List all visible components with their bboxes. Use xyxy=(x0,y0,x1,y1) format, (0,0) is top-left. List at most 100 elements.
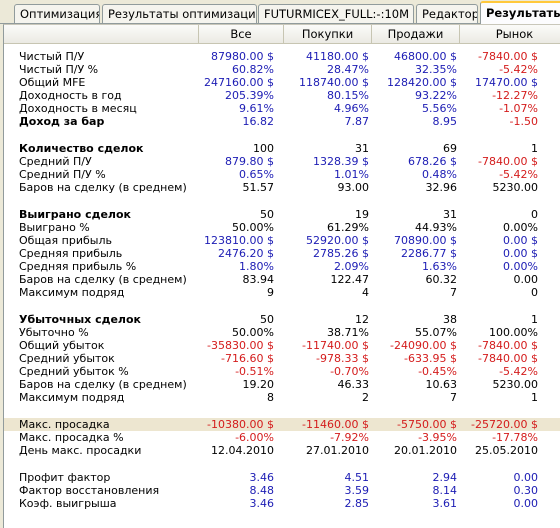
table-row: Чистый П/У 87980.00 $ 41180.00 $ 46800.00 $… xyxy=(4,50,560,63)
cell-value: 51.57 xyxy=(242,181,275,194)
cell-value: -0.70% xyxy=(330,365,369,378)
cell-value: -7.92% xyxy=(330,431,369,444)
cell-value: -7840.00 $ xyxy=(478,155,538,168)
cell-value: 678.26 $ xyxy=(408,155,457,168)
cell-value: 0.30 xyxy=(513,484,539,497)
cell-value: 1328.39 $ xyxy=(313,155,369,168)
cell-value: 5230.00 xyxy=(492,378,539,391)
cell-value: 4.96% xyxy=(334,102,369,115)
row-label: Выиграно % xyxy=(19,221,90,234)
cell-value: 50 xyxy=(260,313,274,326)
row-label: Средняя прибыль % xyxy=(19,260,137,273)
table-row: Средняя прибыль 2476.20 $ 2785.26 $ 2286.77… xyxy=(4,247,560,260)
cell-value: 31 xyxy=(443,208,457,221)
row-label: Доходность в год xyxy=(19,89,122,102)
column-header-market[interactable]: Рынок xyxy=(460,25,560,44)
cell-value: 4.51 xyxy=(344,471,370,484)
row-label: Выиграно сделок xyxy=(19,208,132,221)
cell-value: -1.50 xyxy=(509,115,538,128)
row-label: Баров на сделку (в среднем) xyxy=(19,273,187,286)
row-label: Максимум подряд xyxy=(19,391,125,404)
cell-value: -1.07% xyxy=(499,102,538,115)
tab-2[interactable]: Результаты оптимизации xyxy=(102,4,257,23)
cell-value: 5.56% xyxy=(422,102,457,115)
row-label: Баров на сделку (в среднем) xyxy=(19,378,187,391)
cell-value: 8.14 xyxy=(432,484,458,497)
cell-value: 128420.00 $ xyxy=(387,76,457,89)
cell-value: 46.33 xyxy=(337,378,370,391)
table-row: Выиграно сделок 50 19 31 0 xyxy=(4,208,560,221)
cell-value: 2.94 xyxy=(432,471,458,484)
cell-value: 205.39% xyxy=(225,89,274,102)
cell-value: 0.48% xyxy=(422,168,457,181)
cell-value: -0.51% xyxy=(235,365,274,378)
cell-value: 7 xyxy=(450,286,457,299)
table-row: Убыточно % 50.00% 38.71% 55.07% 100.00% xyxy=(4,326,560,339)
column-header-buys[interactable]: Покупки xyxy=(284,25,372,44)
table-row: Доход за бар 16.82 7.87 8.95 -1.50 xyxy=(4,115,560,128)
row-label: Максимум подряд xyxy=(19,286,125,299)
column-header-sells[interactable]: Продажи xyxy=(372,25,460,44)
cell-value: -5750.00 $ xyxy=(397,418,457,431)
cell-value: 55.07% xyxy=(415,326,457,339)
row-label: Доходность в месяц xyxy=(19,102,137,115)
cell-value: 19 xyxy=(355,208,369,221)
cell-value: 9 xyxy=(267,286,274,299)
cell-value: 12.04.2010 xyxy=(211,444,274,457)
cell-value: 100 xyxy=(253,142,274,155)
cell-value: 50.00% xyxy=(232,221,274,234)
cell-value: -11740.00 $ xyxy=(302,339,369,352)
table-row: Средний П/У 879.80 $ 1328.39 $ 678.26 $ -784… xyxy=(4,155,560,168)
cell-value: -7840.00 $ xyxy=(478,339,538,352)
tab-1[interactable]: Оптимизация xyxy=(14,4,100,23)
cell-value: 4 xyxy=(362,286,369,299)
table-row: Доходность в месяц 9.61% 4.96% 5.56% -1.07% xyxy=(4,102,560,115)
column-header-all[interactable]: Все xyxy=(199,25,284,44)
cell-value: 7.87 xyxy=(344,115,370,128)
table-row: Доходность в год 205.39% 80.15% 93.22% -12.2… xyxy=(4,89,560,102)
cell-value: 2476.20 $ xyxy=(218,247,274,260)
cell-value: 46800.00 $ xyxy=(394,50,457,63)
row-label: Коэф. выигрыша xyxy=(19,497,117,510)
table-row: Профит фактор 3.46 4.51 2.94 0.00 xyxy=(4,471,560,484)
cell-value: -10380.00 $ xyxy=(207,418,274,431)
cell-value: 7 xyxy=(450,391,457,404)
table-row: Средний убыток -716.60 $ -978.33 $ -633.95 … xyxy=(4,352,560,365)
table-row: Общий MFE 247160.00 $ 118740.00 $ 128420.00… xyxy=(4,76,560,89)
cell-value: 32.96 xyxy=(425,181,458,194)
cell-value: 2 xyxy=(362,391,369,404)
cell-value: 247160.00 $ xyxy=(204,76,274,89)
cell-value: 0.00% xyxy=(503,221,538,234)
cell-value: -5.42% xyxy=(499,168,538,181)
cell-value: 3.46 xyxy=(249,471,275,484)
cell-value: 1.01% xyxy=(334,168,369,181)
cell-value: 1 xyxy=(531,391,538,404)
header-blank[interactable] xyxy=(4,25,199,44)
row-label: Средний П/У xyxy=(19,155,92,168)
cell-value: -7840.00 $ xyxy=(478,352,538,365)
cell-value: 879.80 $ xyxy=(225,155,274,168)
tab-3[interactable]: FUTURMICEX_FULL:-:10M xyxy=(258,4,414,23)
table-row: Убыточных сделок 50 12 38 1 xyxy=(4,313,560,326)
tab-bar: Оптимизация Результаты оптимизации FUTURMI… xyxy=(0,0,560,25)
cell-value: 93.00 xyxy=(337,181,370,194)
tab-5[interactable]: Результаты xyxy=(480,1,560,25)
cell-value: -716.60 $ xyxy=(221,352,274,365)
cell-value: -5.42% xyxy=(499,365,538,378)
row-label: Средний П/У % xyxy=(19,168,106,181)
cell-value: 83.94 xyxy=(242,273,275,286)
cell-value: 0 xyxy=(531,286,538,299)
table-row: Средняя прибыль % 1.80% 2.09% 1.63% 0.00% xyxy=(4,260,560,273)
cell-value: 87980.00 $ xyxy=(211,50,274,63)
cell-value: 12 xyxy=(355,313,369,326)
tab-4[interactable]: Редактор xyxy=(416,4,478,23)
row-label: Общая прибыль xyxy=(19,234,112,247)
table-row: Баров на сделку (в среднем) 83.94 122.47 60… xyxy=(4,273,560,286)
table-row: Количество сделок 100 31 69 1 xyxy=(4,142,560,155)
table-header: Все Покупки Продажи Рынок xyxy=(4,25,560,45)
table-row: Максимум подряд 9 4 7 0 xyxy=(4,286,560,299)
cell-value: -35830.00 $ xyxy=(207,339,274,352)
row-label: Общий MFE xyxy=(19,76,86,89)
table-row: Общая прибыль 123810.00 $ 52920.00 $ 70890.… xyxy=(4,234,560,247)
cell-value: 32.35% xyxy=(415,63,457,76)
